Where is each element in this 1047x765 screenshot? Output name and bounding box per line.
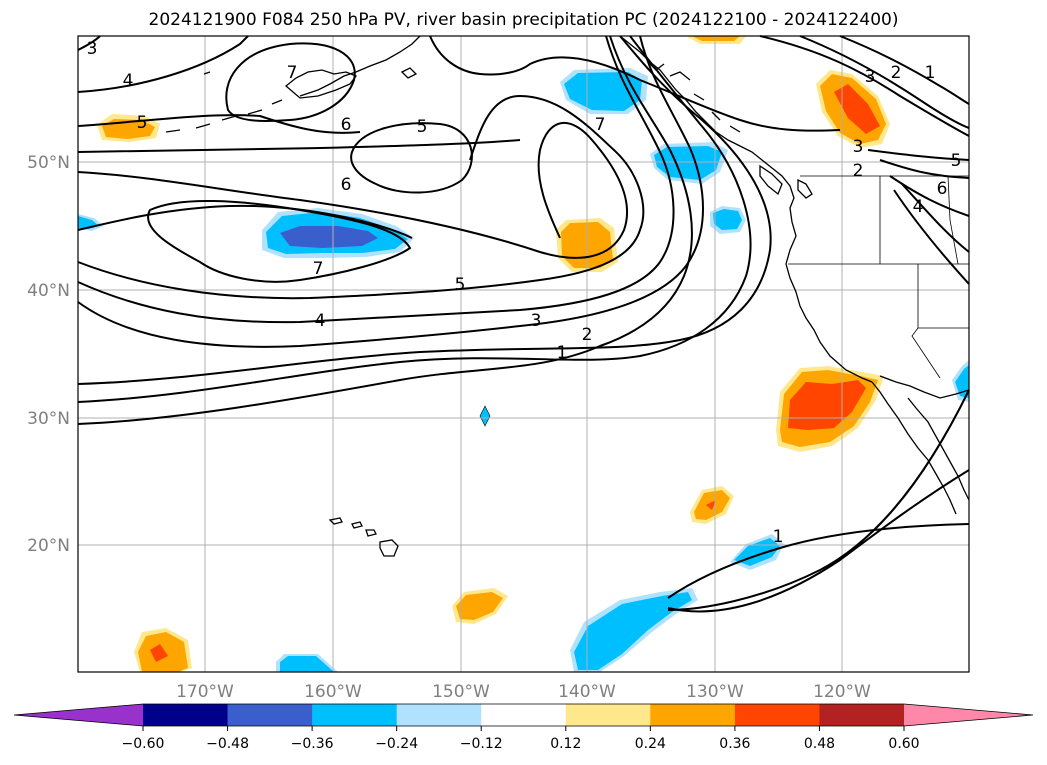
colorbar-segment: [734, 704, 820, 726]
colorbar-segment: [312, 704, 398, 726]
colorbar-tick-label: −0.36: [291, 736, 334, 752]
colorbar-segment: [565, 704, 651, 726]
colorbar-ticks: −0.60 −0.48 −0.36 −0.24 −0.12 0.12 0.24 0.36 0.4…: [122, 726, 920, 752]
contour-label: 3: [87, 39, 98, 59]
contour-label: 1: [557, 343, 568, 363]
contour-label: 4: [913, 197, 924, 217]
contour-label: 5: [951, 151, 962, 171]
lat-label: 30°N: [27, 409, 70, 429]
graticule: [78, 36, 969, 672]
colorbar-tick-label: −0.12: [460, 736, 503, 752]
colorbar-segment: [650, 704, 736, 726]
colorbar-extend-max: [904, 704, 1033, 726]
contour-label: 7: [313, 259, 324, 279]
colorbar: [13, 703, 1034, 727]
colorbar-tick-label: 0.36: [719, 736, 750, 752]
colorbar-tick-label: −0.24: [375, 736, 418, 752]
contour-label: 6: [937, 179, 948, 199]
contour-label: 4: [315, 311, 326, 331]
pv-contours: [77, 35, 970, 613]
colorbar-tick-label: 0.60: [888, 736, 919, 752]
colorbar-segment: [819, 704, 905, 726]
plot-frame: [77, 35, 970, 673]
contour-label: 4: [123, 71, 134, 91]
contour-label: 3: [853, 137, 864, 157]
lon-label: 150°W: [432, 682, 490, 702]
colorbar-segment: [481, 704, 567, 726]
contour-label: 3: [531, 311, 542, 331]
lon-label: 120°W: [813, 682, 871, 702]
lat-label: 20°N: [27, 536, 70, 556]
colorbar-segment: [143, 704, 229, 726]
colorbar-extend-min: [14, 704, 143, 726]
lon-label: 130°W: [686, 682, 744, 702]
colorbar-tick-label: 0.12: [550, 736, 581, 752]
map-title: 2024121900 F084 250 hPa PV, river basin …: [148, 10, 899, 30]
contour-label: 6: [341, 175, 352, 195]
contour-label: 3: [865, 67, 876, 87]
lon-label: 160°W: [304, 682, 362, 702]
lon-label: 140°W: [558, 682, 616, 702]
contour-label: 5: [417, 117, 428, 137]
latitude-labels: 50°N 40°N 30°N 20°N: [27, 153, 70, 556]
political-borders: [788, 175, 969, 379]
colorbar-tick-label: 0.48: [804, 736, 835, 752]
contour-label: 2: [582, 325, 593, 345]
contour-label: 5: [137, 113, 148, 133]
contour-label: 1: [925, 63, 936, 83]
contour-label: 5: [455, 275, 466, 295]
longitude-labels: 170°W 160°W 150°W 140°W 130°W 120°W: [176, 682, 871, 702]
colorbar-tick-label: −0.48: [206, 736, 249, 752]
coastlines: [165, 35, 970, 557]
contour-label: 7: [287, 63, 298, 83]
colorbar-tick-label: −0.60: [122, 736, 165, 752]
colorbar-tick-label: 0.24: [635, 736, 666, 752]
contour-label: 7: [595, 115, 606, 135]
contour-label: 1: [773, 527, 784, 547]
colorbar-segment: [227, 704, 313, 726]
lat-label: 50°N: [27, 153, 70, 173]
lon-label: 170°W: [176, 682, 234, 702]
contour-labels: 3 4 5 7 6 5 6 7 7 5 4 3 2 1 1 3 2 1 3 2 …: [87, 39, 962, 547]
contour-label: 2: [853, 161, 864, 181]
precip-shading: [78, 36, 969, 672]
contour-label: 2: [891, 63, 902, 83]
plot-area: [78, 36, 969, 672]
lat-label: 40°N: [27, 281, 70, 301]
contour-label: 6: [341, 115, 352, 135]
colorbar-segment: [396, 704, 482, 726]
